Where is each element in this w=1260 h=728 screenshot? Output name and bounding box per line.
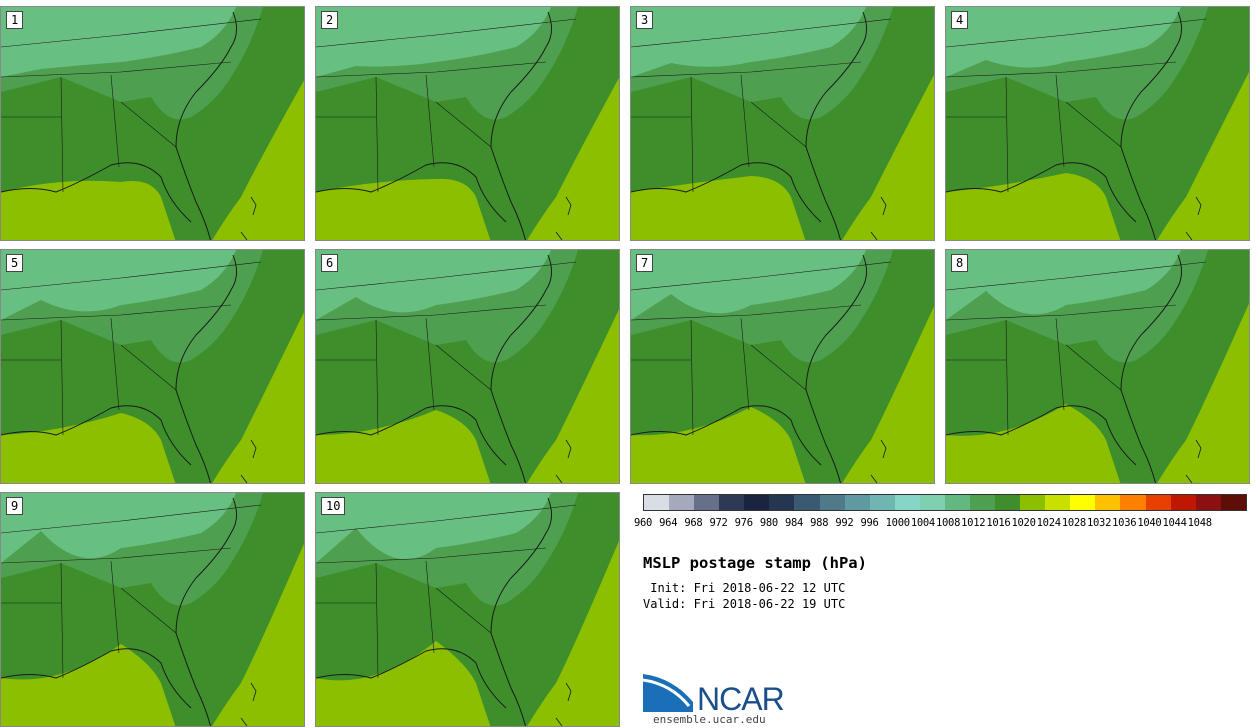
colorbar-swatch <box>1220 495 1246 510</box>
colorbar-swatch <box>769 495 795 510</box>
map-panel: 3 <box>630 6 935 241</box>
colorbar-tick: 984 <box>785 517 804 529</box>
ncar-logo-icon <box>643 674 693 712</box>
panel-number: 9 <box>6 497 24 515</box>
colorbar-swatch <box>1145 495 1171 510</box>
colorbar-tick: 1004 <box>910 517 935 529</box>
panel-number: 1 <box>6 11 24 29</box>
colorbar-swatch <box>894 495 920 510</box>
colorbar-swatch <box>1195 495 1221 510</box>
colorbar-swatch <box>1120 495 1146 510</box>
colorbar-ticks: 960 964 968 972 976 980 984 988 992 996 1000 1004 10… <box>633 517 1258 531</box>
colorbar-swatch <box>1170 495 1196 510</box>
colorbar-swatch <box>1070 495 1096 510</box>
panel-number: 5 <box>6 254 24 272</box>
colorbar-swatch <box>869 495 895 510</box>
ncar-url: ensemble.ucar.edu <box>653 713 766 726</box>
colorbar-swatch <box>694 495 720 510</box>
colorbar-swatch <box>919 495 945 510</box>
map-panel: 7 <box>630 249 935 484</box>
init-time: Init: Fri 2018-06-22 12 UTC <box>643 581 846 595</box>
colorbar-swatch <box>995 495 1021 510</box>
colorbar-swatch <box>944 495 971 510</box>
panel-number: 3 <box>636 11 654 29</box>
colorbar-swatch <box>719 495 745 510</box>
colorbar-tick: 968 <box>684 517 703 529</box>
panel-number: 2 <box>321 11 339 29</box>
colorbar-tick: 1000 <box>885 517 910 529</box>
map-panel: 4 <box>945 6 1250 241</box>
map-panel: 1 <box>0 6 305 241</box>
colorbar-tick: 1008 <box>936 517 961 529</box>
colorbar-tick: 976 <box>734 517 753 529</box>
colorbar-swatch <box>970 495 996 510</box>
colorbar-swatch <box>644 495 670 510</box>
colorbar-swatch <box>1020 495 1046 510</box>
colorbar-tick: 1036 <box>1112 517 1137 529</box>
map-panel: 9 <box>0 492 305 727</box>
colorbar-tick: 980 <box>759 517 778 529</box>
colorbar-swatch <box>1095 495 1121 510</box>
colorbar-swatch <box>819 495 845 510</box>
panel-number: 10 <box>321 497 346 515</box>
map-panel: 6 <box>315 249 620 484</box>
colorbar-tick: 1044 <box>1162 517 1187 529</box>
colorbar-tick: 988 <box>810 517 829 529</box>
map-panel: 10 <box>315 492 620 727</box>
colorbar-tick: 992 <box>835 517 854 529</box>
colorbar-tick: 996 <box>860 517 879 529</box>
colorbar-tick: 1048 <box>1187 517 1212 529</box>
colorbar-tick: 1012 <box>961 517 986 529</box>
colorbar-tick: 1016 <box>986 517 1011 529</box>
map-panel: 2 <box>315 6 620 241</box>
colorbar-tick: 972 <box>709 517 728 529</box>
panel-number: 6 <box>321 254 339 272</box>
colorbar-tick: 960 <box>634 517 653 529</box>
panel-number: 8 <box>951 254 969 272</box>
colorbar <box>643 494 1247 511</box>
map-panel: 8 <box>945 249 1250 484</box>
chart-title: MSLP postage stamp (hPa) <box>643 554 867 572</box>
panel-number: 4 <box>951 11 969 29</box>
colorbar-tick: 1040 <box>1137 517 1162 529</box>
ncar-wordmark: NCAR <box>697 681 785 717</box>
colorbar-tick: 964 <box>659 517 678 529</box>
colorbar-swatch <box>794 495 820 510</box>
map-panel: 5 <box>0 249 305 484</box>
colorbar-swatch <box>1045 495 1071 510</box>
colorbar-tick: 1028 <box>1061 517 1086 529</box>
colorbar-tick: 1020 <box>1011 517 1036 529</box>
colorbar-tick: 1032 <box>1087 517 1112 529</box>
colorbar-swatch <box>844 495 870 510</box>
colorbar-swatch <box>669 495 695 510</box>
panel-number: 7 <box>636 254 654 272</box>
valid-time: Valid: Fri 2018-06-22 19 UTC <box>643 597 846 611</box>
colorbar-swatch <box>744 495 770 510</box>
colorbar-tick: 1024 <box>1036 517 1061 529</box>
